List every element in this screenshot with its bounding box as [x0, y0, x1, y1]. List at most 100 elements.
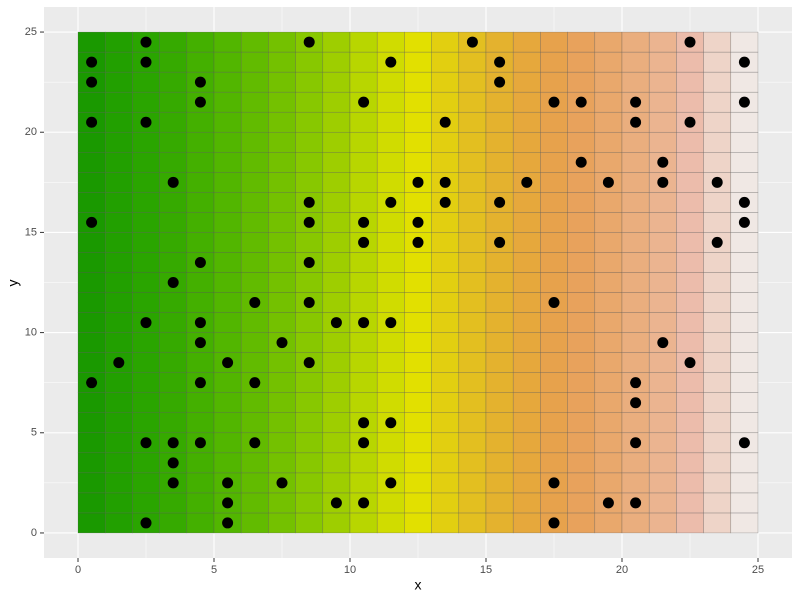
tile — [132, 492, 160, 514]
tile — [77, 312, 106, 333]
tile — [730, 292, 759, 313]
tile — [132, 332, 160, 353]
tile — [186, 472, 215, 494]
tile — [567, 71, 596, 93]
tile — [621, 252, 650, 273]
tile — [240, 472, 269, 494]
point — [358, 96, 370, 108]
tile — [730, 31, 759, 53]
tile — [77, 392, 106, 413]
tile — [132, 372, 160, 393]
tile — [594, 71, 623, 93]
point — [738, 96, 750, 108]
tile — [567, 272, 596, 293]
tile — [349, 292, 378, 313]
tile — [512, 292, 541, 313]
tile — [268, 91, 296, 113]
tile — [594, 232, 623, 253]
tile — [703, 392, 732, 413]
tile — [268, 51, 296, 73]
tile — [648, 192, 677, 213]
tile — [213, 91, 242, 113]
tile — [485, 252, 514, 273]
tile — [621, 172, 650, 193]
tile — [322, 292, 351, 313]
tile — [567, 51, 596, 73]
tile — [77, 432, 106, 454]
tile — [240, 512, 269, 534]
tile — [676, 51, 704, 73]
tile — [240, 172, 269, 193]
tile — [213, 432, 242, 454]
tile — [540, 111, 568, 133]
tile — [240, 91, 269, 113]
tile — [213, 272, 242, 293]
tile — [512, 51, 541, 73]
point — [412, 236, 424, 248]
tile — [648, 272, 677, 293]
tile — [730, 312, 759, 333]
point — [140, 517, 152, 529]
point — [86, 76, 98, 88]
tile — [77, 131, 106, 153]
tile — [322, 352, 351, 373]
tile — [567, 172, 596, 193]
tile — [594, 212, 623, 233]
tile — [594, 292, 623, 313]
tile — [376, 492, 405, 514]
point — [303, 216, 315, 228]
point — [711, 176, 723, 188]
tile — [567, 412, 596, 434]
tile — [594, 31, 623, 53]
tile — [648, 71, 677, 93]
tile — [376, 31, 405, 53]
tile — [240, 152, 269, 173]
tile — [730, 472, 759, 494]
tile — [676, 392, 704, 413]
tile — [159, 332, 188, 353]
point — [630, 437, 642, 449]
point — [494, 76, 506, 88]
tile — [594, 472, 623, 494]
tile — [594, 412, 623, 434]
tile — [485, 172, 514, 193]
point — [194, 76, 206, 88]
tile — [621, 192, 650, 213]
tile — [540, 272, 568, 293]
tile — [730, 412, 759, 434]
tile — [295, 332, 324, 353]
tile — [240, 51, 269, 73]
tile — [431, 272, 460, 293]
point — [303, 357, 315, 369]
tile — [213, 31, 242, 53]
tile — [240, 111, 269, 133]
tile — [322, 172, 351, 193]
point — [222, 497, 234, 509]
tile — [594, 91, 623, 113]
tile — [159, 512, 188, 534]
tile — [676, 292, 704, 313]
tile — [268, 372, 296, 393]
tile — [295, 452, 324, 474]
tile — [376, 152, 405, 173]
point — [684, 116, 696, 128]
tile — [621, 51, 650, 73]
tile — [295, 392, 324, 413]
tile — [295, 131, 324, 153]
point — [385, 196, 397, 208]
tile — [458, 372, 487, 393]
tile — [730, 172, 759, 193]
tile — [322, 472, 351, 494]
y-tick-label: 15 — [25, 226, 37, 238]
tile — [186, 212, 215, 233]
tile — [404, 352, 432, 373]
tile — [621, 31, 650, 53]
tile — [295, 372, 324, 393]
tile — [512, 152, 541, 173]
tile — [567, 432, 596, 454]
tile — [703, 372, 732, 393]
tile — [213, 452, 242, 474]
point — [140, 317, 152, 329]
tile — [240, 312, 269, 333]
tile — [213, 111, 242, 133]
